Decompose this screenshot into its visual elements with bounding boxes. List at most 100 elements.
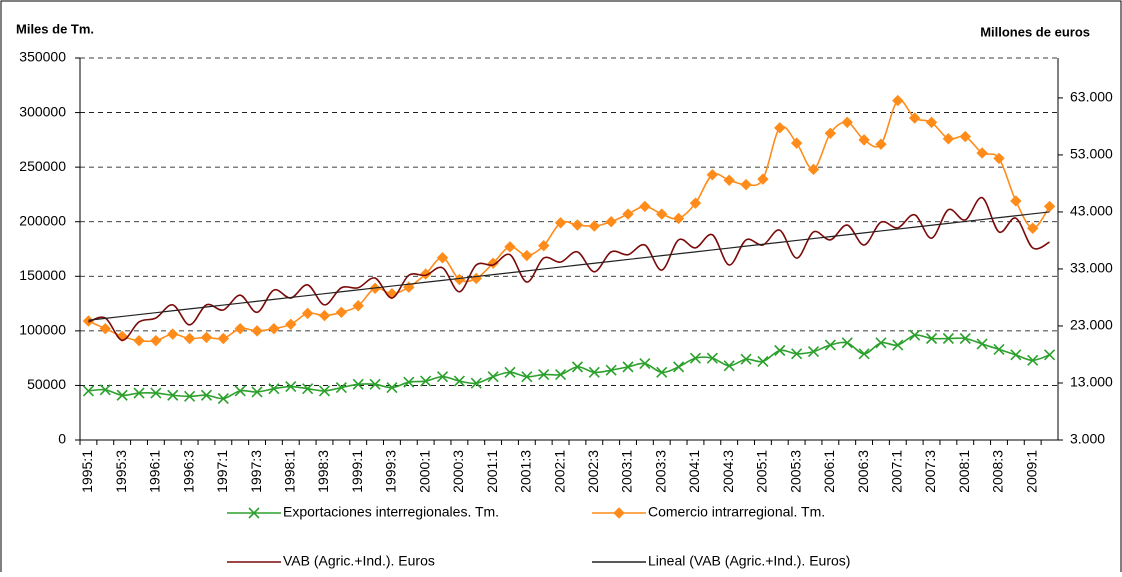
data-point	[807, 346, 820, 358]
x-tick-label: 1997:1	[214, 450, 230, 493]
data-point	[959, 130, 971, 143]
data-point	[504, 241, 516, 253]
data-point	[858, 134, 870, 146]
data-point	[740, 353, 752, 365]
series-line	[88, 334, 1050, 400]
data-point	[453, 375, 465, 387]
data-point	[824, 339, 836, 351]
series-line	[88, 99, 1051, 343]
data-point	[420, 375, 432, 387]
data-point	[251, 386, 263, 398]
data-point	[993, 152, 1005, 165]
y-tick-label: 0	[58, 431, 66, 447]
data-point	[908, 112, 921, 124]
data-point	[116, 389, 128, 401]
data-point	[656, 208, 668, 220]
data-point	[673, 361, 685, 373]
data-point	[925, 332, 938, 345]
data-point	[706, 352, 718, 364]
y2-axis-label: Millones de euros	[980, 24, 1090, 39]
data-point	[841, 337, 853, 349]
data-point	[268, 383, 280, 395]
data-point	[605, 216, 617, 228]
legend-marker	[248, 507, 260, 519]
data-point	[538, 368, 550, 381]
data-point	[167, 328, 179, 340]
data-point	[82, 385, 94, 397]
data-point	[858, 348, 870, 360]
data-point	[757, 355, 769, 367]
data-point	[1010, 195, 1022, 207]
y2-tick-label: 63.000	[1070, 89, 1113, 105]
y-axis-label: Miles de Tm.	[16, 21, 94, 36]
data-point	[656, 366, 668, 378]
x-tick-label: 2006:3	[855, 450, 871, 493]
data-point	[99, 384, 111, 396]
data-point	[976, 147, 988, 159]
x-tick-label: 2000:1	[416, 450, 432, 493]
data-point	[791, 348, 803, 360]
data-point	[639, 358, 651, 370]
x-tick-label: 2009:1	[1023, 450, 1039, 493]
data-point	[251, 325, 263, 337]
data-point	[841, 116, 853, 129]
y-tick-label: 150000	[19, 267, 66, 283]
data-point	[200, 389, 213, 401]
data-point	[521, 371, 533, 383]
data-point	[419, 268, 432, 280]
data-point	[521, 249, 533, 262]
data-point	[403, 281, 415, 293]
data-point	[285, 318, 297, 331]
data-point	[403, 376, 415, 388]
y-tick-label: 100000	[19, 322, 66, 338]
x-tick-label: 1996:3	[180, 450, 196, 493]
data-point	[318, 309, 331, 322]
data-point	[740, 178, 752, 191]
x-tick-label: 1996:1	[147, 450, 163, 493]
y-tick-label: 350000	[19, 49, 66, 65]
x-tick-label: 2008:3	[990, 450, 1006, 493]
x-tick-label: 2005:3	[787, 450, 803, 493]
x-tick-label: 1995:1	[79, 450, 95, 493]
data-point	[892, 94, 904, 107]
x-tick-label: 1998:3	[315, 450, 331, 493]
data-point	[790, 137, 803, 149]
data-point	[1027, 354, 1039, 366]
data-point	[706, 169, 719, 181]
legend-label: Comercio intrarregional. Tm.	[648, 504, 825, 520]
series-line	[88, 211, 1050, 321]
x-tick-label: 2001:3	[518, 450, 534, 493]
y2-tick-label: 3.000	[1070, 431, 1105, 447]
x-tick-label: 2002:1	[551, 450, 567, 493]
data-point	[723, 174, 735, 186]
y-tick-label: 300000	[19, 103, 66, 119]
data-point	[774, 344, 786, 357]
data-point	[875, 337, 887, 349]
data-point	[824, 127, 837, 140]
x-tick-label: 2008:1	[956, 450, 972, 493]
y2-tick-label: 43.000	[1070, 203, 1113, 219]
data-point	[993, 343, 1005, 355]
series-line	[88, 196, 1050, 342]
data-point	[942, 133, 955, 145]
x-tick-label: 2003:3	[652, 450, 668, 493]
data-point	[774, 122, 786, 134]
x-tick-label: 2002:3	[585, 450, 601, 493]
data-point	[184, 390, 196, 402]
data-point	[909, 329, 921, 341]
data-point	[555, 368, 567, 381]
data-point	[99, 322, 112, 335]
data-point	[352, 378, 364, 390]
data-point	[605, 364, 617, 376]
data-point	[504, 366, 516, 378]
data-point	[217, 392, 229, 405]
x-tick-label: 2000:3	[450, 450, 466, 493]
data-point	[571, 361, 583, 373]
x-tick-label: 1999:1	[349, 450, 365, 493]
data-point	[689, 197, 702, 209]
data-point	[386, 382, 398, 394]
data-point	[1010, 349, 1022, 361]
data-point	[200, 331, 213, 344]
data-point	[588, 366, 600, 378]
y2-tick-label: 13.000	[1070, 374, 1113, 390]
